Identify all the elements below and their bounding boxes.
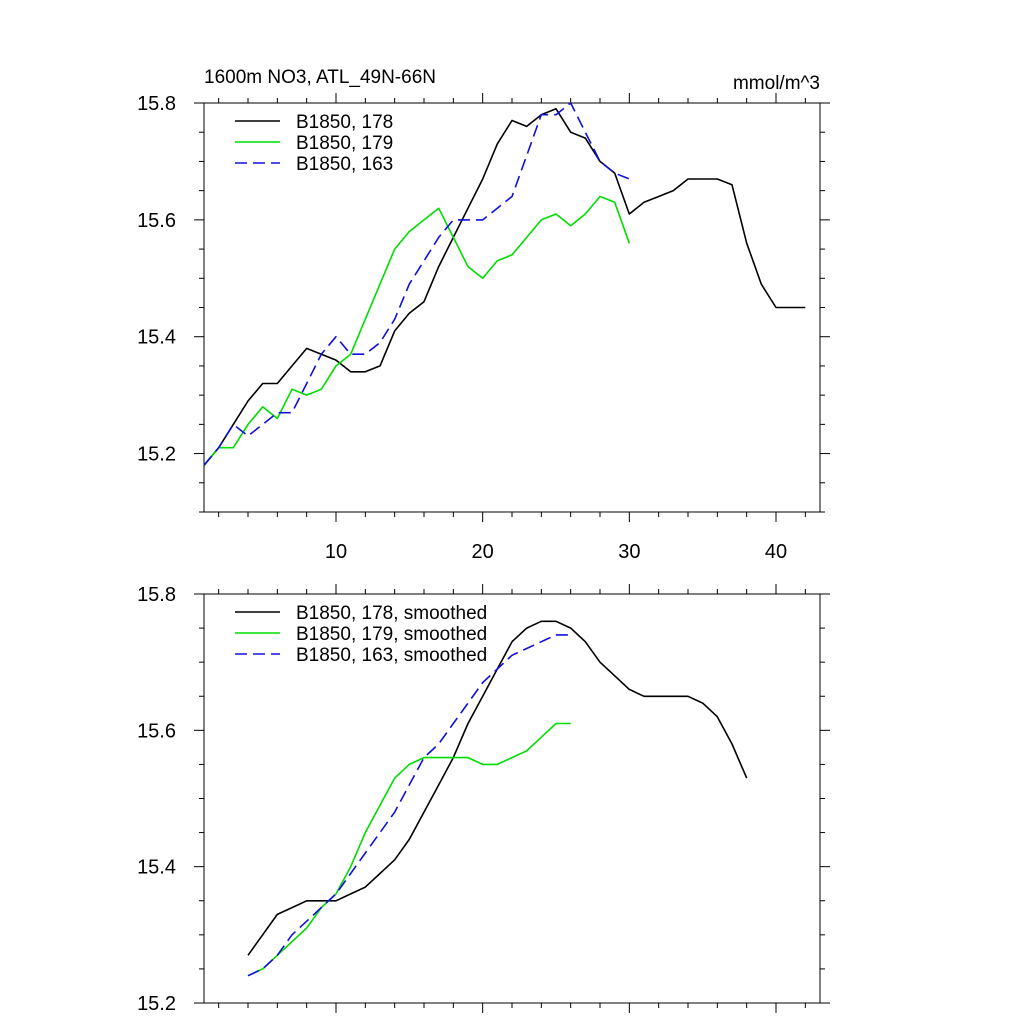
y-tick-label: 15.8 [137, 584, 176, 606]
chart-title: 1600m NO3, ATL_49N-66N [204, 67, 436, 88]
legend-label-1: B1850, 178 [296, 112, 393, 133]
legend-label-2: B1850, 179, smoothed [296, 624, 487, 645]
x-tick-label: 40 [765, 541, 787, 563]
series-line-3 [203, 102, 630, 466]
units-label: mmol/m^3 [733, 73, 820, 94]
y-tick-label: 15.4 [137, 327, 176, 349]
legend-label-1: B1850, 178, smoothed [296, 603, 487, 624]
legend-label-3: B1850, 163, smoothed [296, 645, 487, 666]
y-tick-label: 15.6 [137, 210, 176, 232]
series-line-2 [203, 195, 631, 466]
y-tick-label: 15.8 [137, 93, 176, 115]
series-line-1 [203, 108, 806, 466]
x-tick-label: 20 [472, 541, 494, 563]
legend-label-3: B1850, 163 [296, 154, 393, 175]
x-tick-label: 30 [618, 541, 640, 563]
y-tick-label: 15.2 [137, 444, 176, 466]
y-tick-label: 15.6 [137, 720, 176, 742]
legend-label-2: B1850, 179 [296, 133, 393, 154]
top-panel: 15.2 15.4 15.6 15.8 10 20 30 40 1600m NO3, ATL_4… [137, 67, 830, 563]
y-tick-label: 15.4 [137, 857, 176, 879]
series-line-3 [247, 634, 571, 977]
y-tick-label: 15.2 [137, 993, 176, 1015]
series-line-2 [247, 722, 571, 977]
x-tick-label: 10 [325, 541, 347, 563]
